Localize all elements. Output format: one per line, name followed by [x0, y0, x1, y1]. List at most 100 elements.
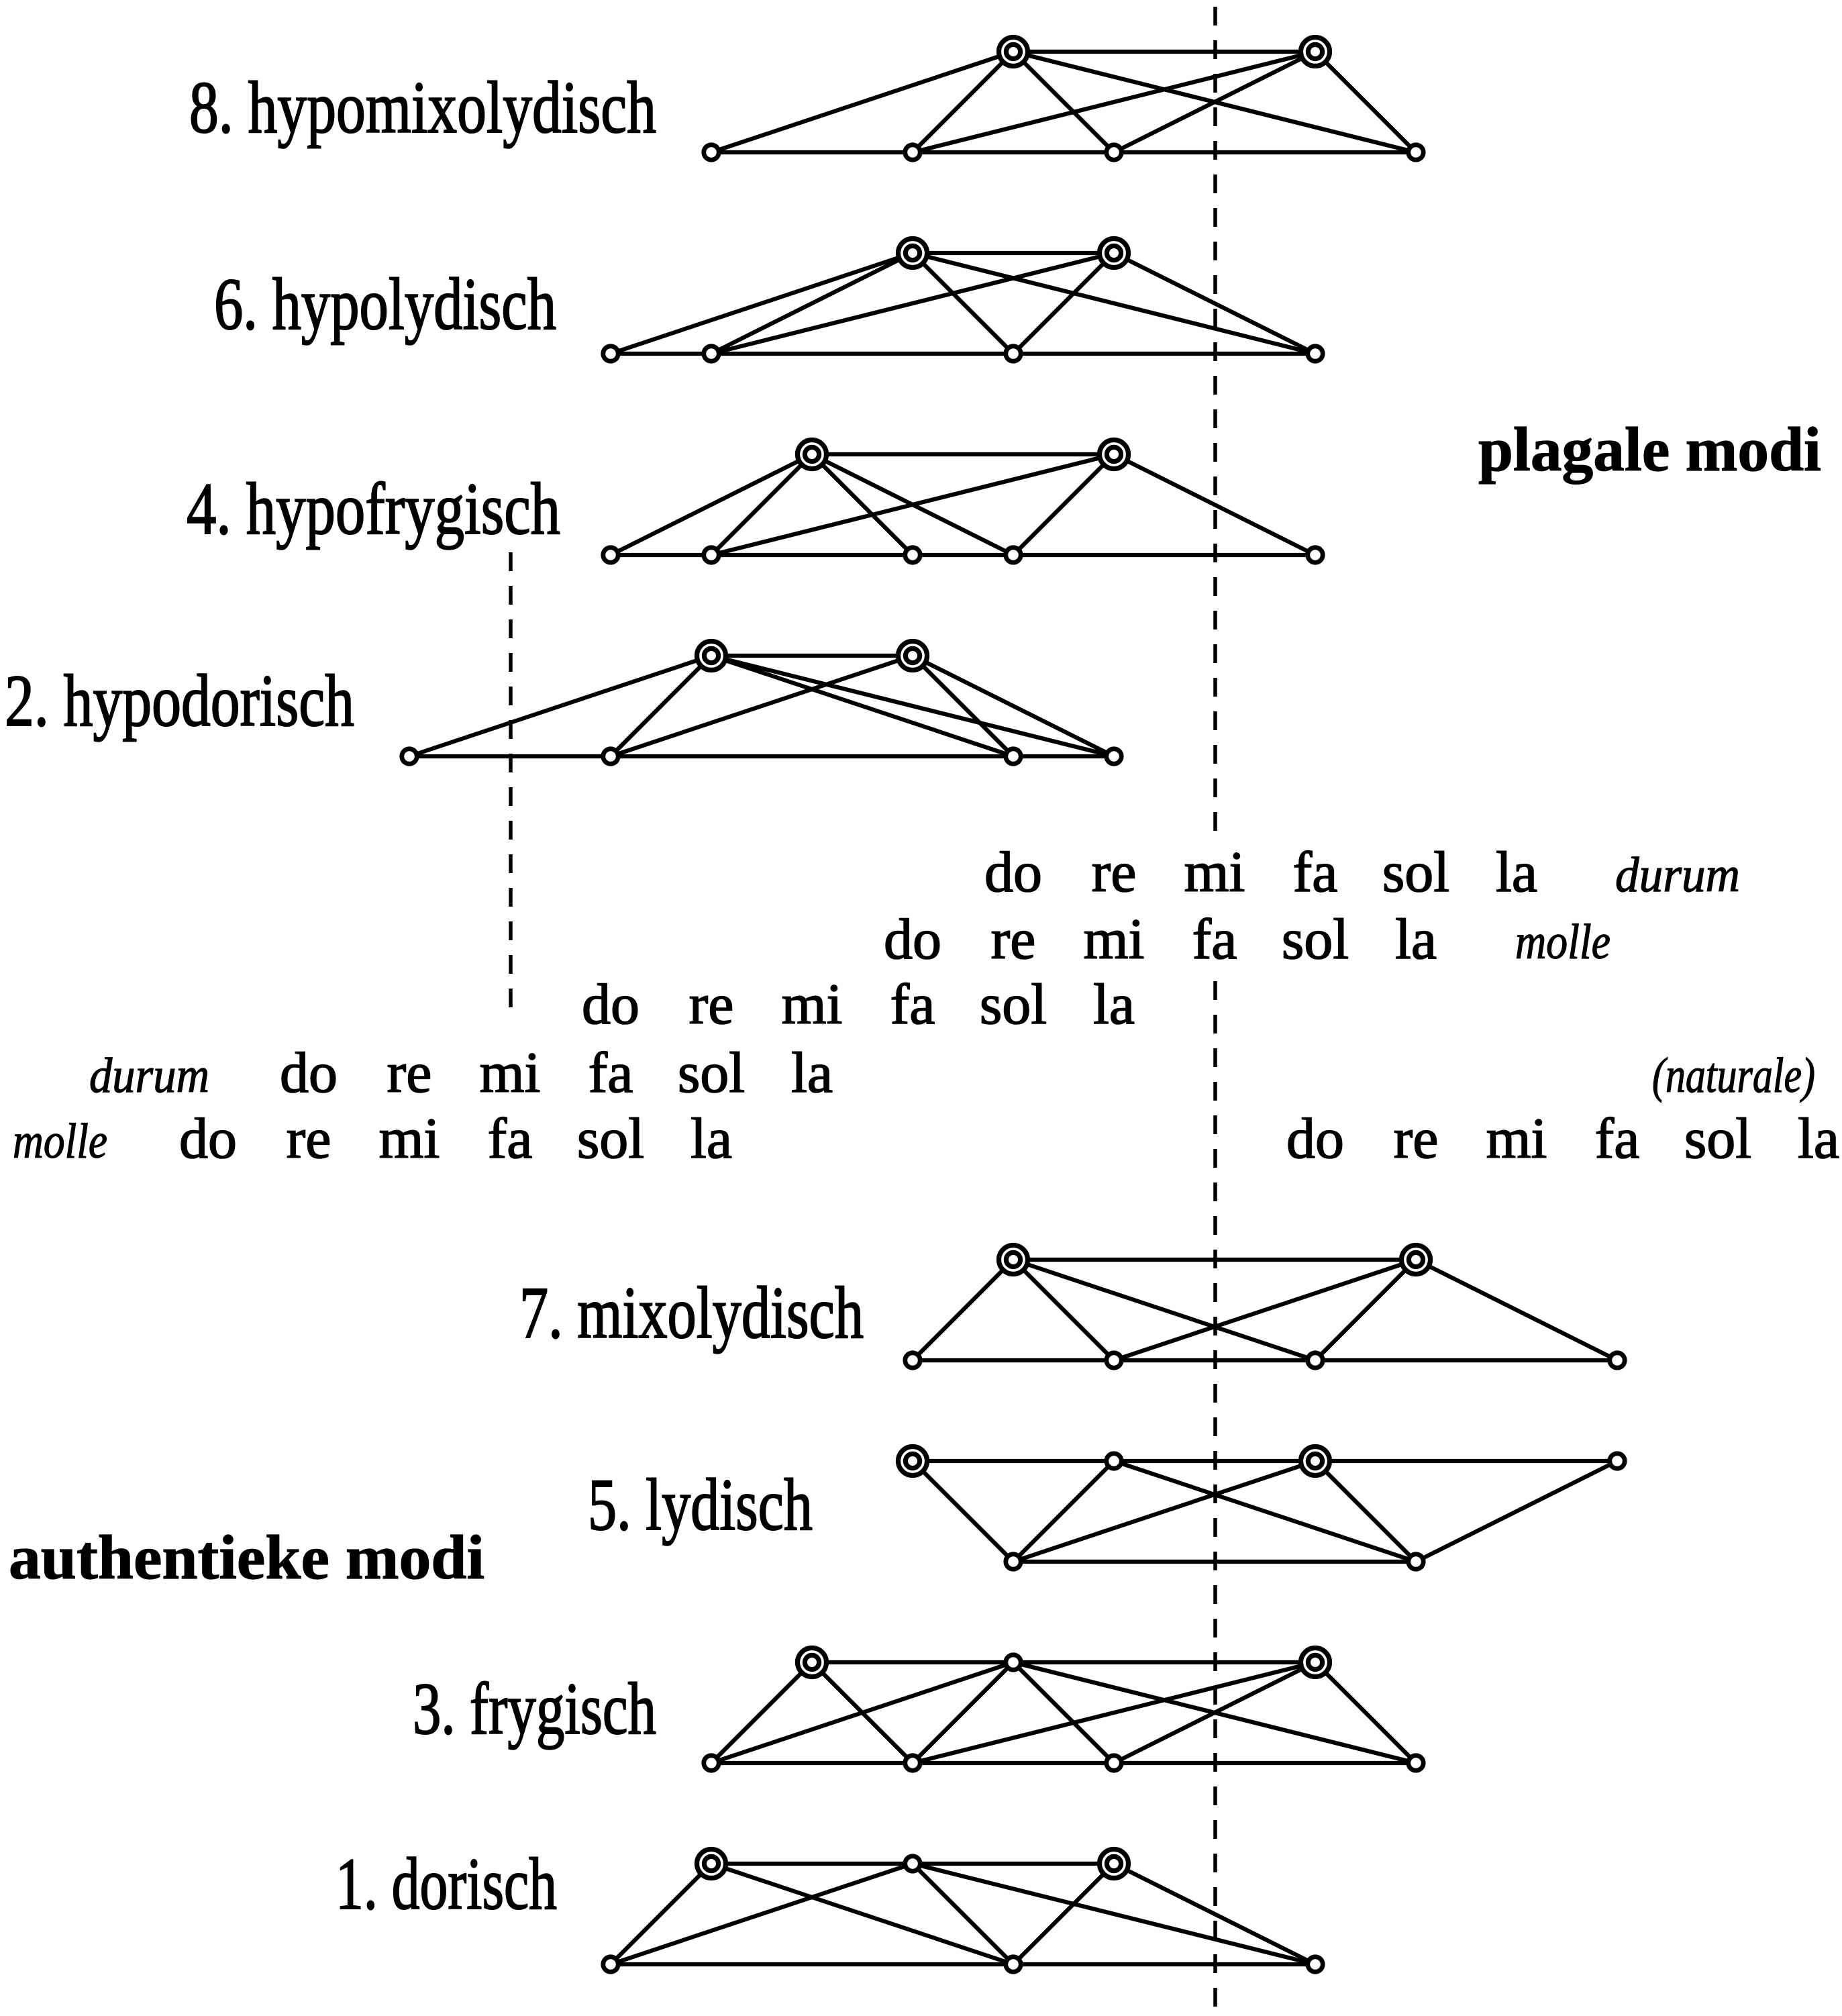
mode-edge-frygisch-13 — [1313, 1660, 1418, 1765]
hexachord-syllable: sol — [577, 1106, 644, 1170]
hexachord-syllable: do — [179, 1106, 237, 1170]
mode-edge-hypodorisch-9 — [911, 654, 1015, 758]
node-double-inner-frygisch-2 — [1305, 1652, 1325, 1672]
hexachord-syllable: do — [582, 972, 639, 1036]
mode-graph-hypolydisch — [601, 236, 1325, 364]
hexachord-row-2: do re mi fa sol la — [581, 971, 1135, 1037]
mode-edge-hypodorisch-7 — [711, 653, 1115, 759]
mode-edge-lydisch-7 — [1013, 1459, 1316, 1564]
mode-edge-hypofrygisch-11 — [1113, 452, 1317, 557]
hexachord-name-label: molle — [1515, 915, 1610, 970]
mode-edge-hypodorisch-5 — [609, 654, 713, 758]
mode-label-mixolydisch: 7. mixolydisch — [519, 1272, 864, 1354]
mode-edge-hypodorisch-10 — [911, 654, 1115, 758]
mode-edge-frygisch-5 — [709, 1660, 814, 1765]
hexachord-syllable: do — [280, 1040, 338, 1105]
mode-edge-dorisch-9 — [1011, 1862, 1116, 1966]
hexachord-syllable: fa — [1595, 1106, 1640, 1170]
hexachord-syllable: re — [1092, 840, 1137, 904]
node-double-inner-hypolydisch-1 — [1104, 243, 1124, 263]
mode-edge-dorisch-8 — [912, 1861, 1316, 1967]
node-dorisch-5 — [1305, 1954, 1325, 1974]
node-lydisch-4 — [1003, 1552, 1023, 1572]
mode-edge-hypolydisch-4 — [610, 251, 913, 356]
mode-label-frygisch: 3. frygisch — [413, 1668, 656, 1750]
hexachord-syllable: la — [1093, 972, 1135, 1036]
hexachord-syllable: sol — [1382, 840, 1449, 904]
mode-edge-hypofrygisch-10 — [1011, 452, 1116, 557]
hexachord-syllable: mi — [480, 1040, 541, 1105]
mode-edge-hypodorisch-4 — [409, 654, 712, 758]
group-label-plagale-modi: plagale modi — [1478, 415, 1821, 485]
hexachord-name-label: molle — [13, 1114, 107, 1169]
mode-edge-lydisch-8 — [1313, 1459, 1418, 1564]
node-hypofrygisch-5 — [1003, 545, 1023, 565]
hexachord-syllable: la — [1798, 1106, 1839, 1170]
node-hypomixolydisch-2 — [701, 142, 721, 162]
mode-edge-hypomixolydisch-8 — [912, 49, 1316, 155]
mode-edge-dorisch-6 — [610, 1862, 913, 1966]
mode-edge-lydisch-9 — [1415, 1459, 1619, 1564]
mode-label-hypomixolydisch: 8. hypomixolydisch — [189, 66, 656, 148]
hexachord-syllable: fa — [1293, 840, 1338, 904]
hexachord-syllable: re — [287, 1106, 331, 1170]
node-mixolydisch-4 — [1305, 1350, 1325, 1370]
mode-label-hypolydisch: 6. hypolydisch — [214, 263, 556, 345]
hexachord-syllable: mi — [1084, 907, 1145, 971]
node-frygisch-4 — [903, 1753, 923, 1773]
node-double-inner-hypolydisch-0 — [903, 243, 923, 263]
node-hypomixolydisch-5 — [1406, 142, 1426, 162]
mode-edge-hypofrygisch-5 — [609, 452, 813, 557]
mode-edge-hypolydisch-6 — [911, 251, 1015, 356]
hexachord-syllable: do — [1286, 1106, 1344, 1170]
mode-edge-hypolydisch-5 — [710, 251, 914, 356]
node-double-inner-hypofrygisch-1 — [1104, 444, 1124, 464]
mode-graph-frygisch — [701, 1645, 1426, 1773]
node-hypomixolydisch-3 — [903, 142, 923, 162]
hexachord-syllable: mi — [1184, 840, 1245, 904]
node-dorisch-4 — [1003, 1954, 1023, 1974]
mode-edge-mixolydisch-6 — [1013, 1258, 1316, 1362]
mode-edge-hypomixolydisch-4 — [711, 50, 1014, 154]
mode-edge-frygisch-7 — [711, 1660, 1014, 1765]
mode-edge-hypolydisch-9 — [1011, 251, 1116, 356]
node-double-inner-mixolydisch-0 — [1003, 1250, 1023, 1270]
node-mixolydisch-5 — [1607, 1350, 1627, 1370]
mode-graph-lydisch — [895, 1444, 1627, 1572]
mode-edge-dorisch-7 — [911, 1862, 1015, 1966]
mode-edge-lydisch-6 — [1113, 1459, 1417, 1564]
mode-edge-frygisch-11 — [912, 1660, 1316, 1766]
hexachord-syllable: fa — [1192, 907, 1237, 971]
hexachord-name-label: (naturale) — [1652, 1048, 1815, 1103]
node-hypofrygisch-4 — [903, 545, 923, 565]
hexachord-syllable: sol — [1282, 907, 1349, 971]
mode-label-hypodorisch: 2. hypodorisch — [5, 660, 354, 742]
mode-edge-dorisch-10 — [1113, 1862, 1317, 1966]
mode-graph-dorisch — [601, 1846, 1325, 1974]
node-dorisch-1 — [903, 1854, 923, 1874]
node-hypofrygisch-3 — [701, 545, 721, 565]
hexachord-syllable: do — [884, 907, 941, 971]
mode-edge-mixolydisch-5 — [1011, 1258, 1116, 1362]
hexachord-syllable: do — [984, 840, 1042, 904]
node-hypolydisch-3 — [701, 344, 721, 364]
mode-edge-hypomixolydisch-9 — [1113, 50, 1317, 154]
node-double-inner-dorisch-2 — [1104, 1854, 1124, 1874]
node-hypodorisch-2 — [399, 746, 419, 766]
node-frygisch-5 — [1104, 1753, 1124, 1773]
mode-edge-hypolydisch-10 — [1113, 251, 1317, 356]
node-double-inner-mixolydisch-1 — [1406, 1250, 1426, 1270]
node-double-inner-hypodorisch-0 — [701, 646, 721, 666]
hexachord-syllable: fa — [488, 1106, 533, 1170]
hexachord-syllable: sol — [1684, 1106, 1751, 1170]
node-double-inner-hypofrygisch-0 — [802, 444, 822, 464]
node-mixolydisch-2 — [903, 1350, 923, 1370]
node-hypodorisch-4 — [1003, 746, 1023, 766]
mode-edge-mixolydisch-9 — [1415, 1258, 1619, 1362]
hexachord-syllable: sol — [980, 972, 1047, 1036]
group-label-authentieke-modi: authentieke modi — [9, 1523, 484, 1593]
hexachord-name-label: durum — [89, 1048, 209, 1103]
node-hypolydisch-2 — [601, 344, 621, 364]
